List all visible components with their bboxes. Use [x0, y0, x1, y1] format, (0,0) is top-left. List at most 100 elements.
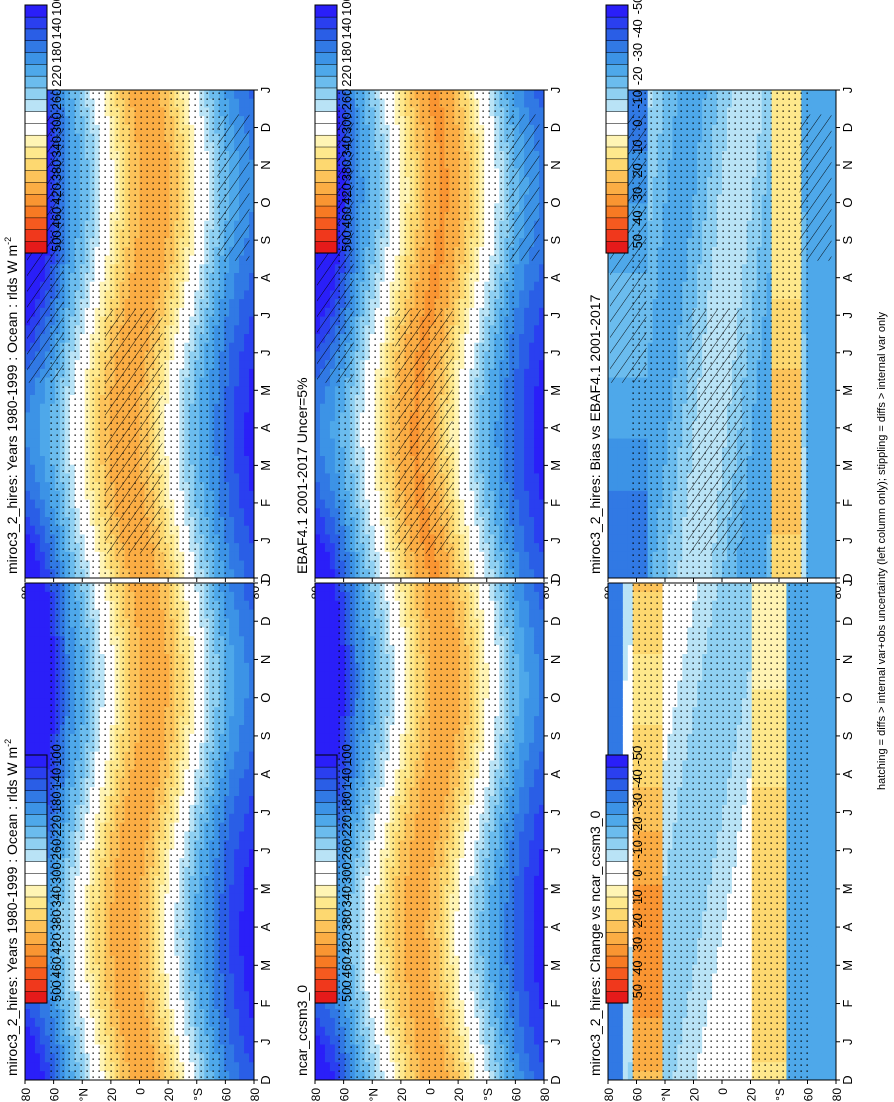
heatmap-cell [224, 849, 230, 859]
heatmap-cell [224, 707, 230, 717]
heatmap-cell [229, 955, 235, 966]
heatmap-cell [25, 742, 31, 753]
heatmap-cell [229, 689, 235, 699]
heatmap-cell [44, 456, 51, 466]
heatmap-cell [34, 412, 41, 422]
heatmap-cell [249, 508, 254, 518]
heatmap-cell [25, 1062, 31, 1072]
heatmap-cell [249, 255, 254, 265]
heatmap-cell [34, 689, 41, 699]
heatmap-cell [44, 911, 51, 921]
heatmap-cell [234, 560, 240, 570]
heatmap-cell [224, 534, 230, 544]
heatmap-cell [239, 273, 245, 283]
heatmap-cell [25, 490, 31, 501]
heatmap-cell [249, 421, 254, 431]
heatmap-cell [44, 543, 51, 553]
heatmap-cell [39, 627, 46, 637]
heatmap-cell [34, 654, 41, 664]
heatmap-cell [239, 438, 245, 448]
heatmap-cell [29, 1035, 36, 1046]
heatmap-cell [29, 1044, 36, 1054]
heatmap-cell [229, 982, 235, 992]
heatmap-cell [249, 499, 254, 509]
heatmap-cell [34, 395, 41, 405]
heatmap-cell [29, 525, 36, 536]
heatmap-cell [239, 107, 245, 117]
heatmap-cell [44, 412, 51, 422]
heatmap-cell [44, 1017, 51, 1028]
heatmap-cell [29, 591, 36, 602]
heatmap-cell [34, 698, 41, 708]
heatmap-cell [39, 600, 46, 611]
heatmap-cell [229, 654, 235, 664]
heatmap-cell [249, 177, 254, 187]
heatmap-cell [244, 98, 250, 109]
heatmap-cell [229, 499, 235, 509]
heatmap-cell [29, 543, 36, 553]
heatmap-cell [39, 609, 46, 620]
heatmap-cell [249, 142, 254, 152]
heatmap-cell [25, 618, 31, 628]
heatmap-cell [239, 90, 245, 100]
heatmap-cell [39, 645, 46, 655]
heatmap-cell [29, 583, 36, 593]
heatmap-cell [44, 107, 51, 117]
heatmap-cell [25, 447, 31, 457]
heatmap-cell [229, 591, 235, 602]
heatmap-cell [29, 716, 36, 726]
heatmap-cell [249, 351, 254, 361]
heatmap-cell [244, 316, 250, 326]
heatmap-cell [229, 1035, 235, 1046]
heatmap-cell [25, 551, 31, 562]
heatmap-cell [234, 525, 240, 536]
heatmap-cell [44, 583, 51, 593]
heatmap-cell [249, 447, 254, 457]
heatmap-cell [34, 551, 41, 562]
heatmap-cell [44, 760, 51, 770]
heatmap-cell [234, 662, 240, 673]
heatmap-cell [44, 627, 51, 637]
heatmap-cell [224, 787, 230, 797]
heatmap-cell [29, 680, 36, 691]
heatmap-cell [229, 760, 235, 770]
heatmap-cell [224, 929, 230, 939]
heatmap-cell [44, 1044, 51, 1054]
heatmap-cell [249, 334, 254, 344]
heatmap-cell [44, 654, 51, 664]
heatmap-cell [249, 220, 254, 231]
heatmap-cell [25, 1044, 31, 1054]
heatmap-cell [244, 395, 250, 405]
heatmap-cell [44, 525, 51, 536]
heatmap-cell [224, 569, 230, 578]
heatmap-cell [39, 618, 46, 628]
heatmap-cell [234, 429, 240, 440]
heatmap-cell [34, 645, 41, 655]
heatmap-cell [224, 1000, 230, 1010]
heatmap-cell [29, 1062, 36, 1072]
heatmap-cell [29, 654, 36, 664]
heatmap-cell [25, 525, 31, 536]
heatmap-cell [229, 742, 235, 753]
heatmap-cell [25, 438, 31, 448]
heatmap-cell [229, 787, 235, 797]
heatmap-cell [224, 421, 230, 431]
heatmap-cell [229, 1044, 235, 1054]
month-tick-label: D [258, 123, 273, 132]
heatmap-cell [249, 342, 254, 353]
heatmap-cell [25, 395, 31, 405]
month-tick-label: M [258, 460, 273, 471]
heatmap-cell [39, 733, 46, 744]
heatmap-cell [39, 1035, 46, 1046]
heatmap-cell [244, 473, 250, 483]
heatmap-cell [34, 1062, 41, 1072]
heatmap-cell [249, 517, 254, 527]
heatmap-cell [229, 290, 235, 300]
heatmap-cell [39, 1017, 46, 1028]
heatmap-cell [229, 1000, 235, 1010]
heatmap-cell [224, 429, 230, 440]
heatmap-cell [224, 264, 230, 274]
heatmap-cell [224, 760, 230, 770]
heatmap-cell [224, 508, 230, 518]
heatmap-cell [234, 325, 240, 335]
